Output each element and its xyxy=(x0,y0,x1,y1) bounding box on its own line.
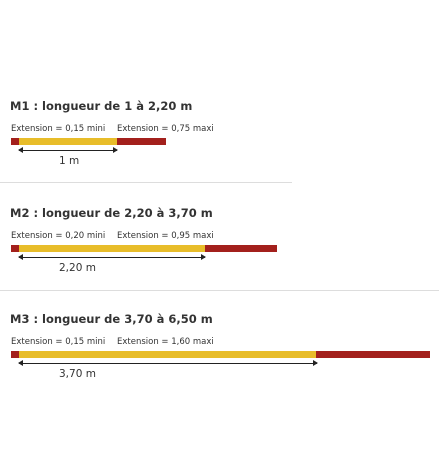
length-dimension-arrow xyxy=(18,254,206,260)
section-title: M3 : longueur de 3,70 à 6,50 m xyxy=(10,312,213,326)
arrow-left-icon xyxy=(18,360,23,366)
length-dimension-arrow xyxy=(18,360,318,366)
length-label: 3,70 m xyxy=(59,368,96,380)
extension-min-label: Extension = 0,15 mini xyxy=(11,337,106,347)
base-length-bar xyxy=(19,351,316,358)
extension-max-label: Extension = 0,75 maxi xyxy=(117,124,214,134)
extension-min-bar xyxy=(11,245,19,252)
extension-max-label: Extension = 0,95 maxi xyxy=(117,231,214,241)
length-label: 1 m xyxy=(59,155,80,167)
arrow-right-icon xyxy=(313,360,318,366)
extension-max-bar xyxy=(316,351,430,358)
arrow-right-icon xyxy=(201,254,206,260)
length-label: 2,20 m xyxy=(59,262,96,274)
base-length-bar xyxy=(19,245,205,252)
arrow-left-icon xyxy=(18,147,23,153)
extension-min-label: Extension = 0,20 mini xyxy=(11,231,106,241)
extension-max-bar xyxy=(117,138,166,145)
divider xyxy=(0,290,439,291)
divider xyxy=(0,182,292,183)
arrow-left-icon xyxy=(18,254,23,260)
arrow-right-icon xyxy=(113,147,118,153)
section-title: M2 : longueur de 2,20 à 3,70 m xyxy=(10,206,213,220)
extension-min-label: Extension = 0,15 mini xyxy=(11,124,106,134)
extension-min-bar xyxy=(11,138,19,145)
section-title: M1 : longueur de 1 à 2,20 m xyxy=(10,99,193,113)
extension-max-label: Extension = 1,60 maxi xyxy=(117,337,214,347)
extension-min-bar xyxy=(11,351,19,358)
extension-max-bar xyxy=(205,245,277,252)
length-dimension-arrow xyxy=(18,147,118,153)
base-length-bar xyxy=(19,138,117,145)
